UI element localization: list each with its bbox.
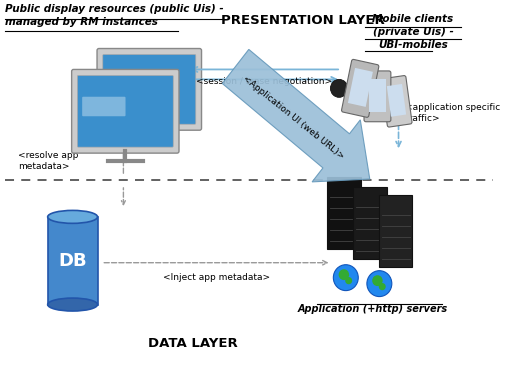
Bar [379,195,413,267]
FancyBboxPatch shape [103,55,196,124]
Text: <Application UI (web URL)>: <Application UI (web URL)> [241,74,346,161]
Circle shape [345,277,352,284]
FancyBboxPatch shape [77,75,173,147]
Text: Public display resources (public Uis) -
managed by RM instances: Public display resources (public Uis) - … [6,4,224,27]
Circle shape [331,79,348,97]
Text: <resolve app
metadata>: <resolve app metadata> [18,151,78,171]
Text: PRESENTATION LAYER: PRESENTATION LAYER [221,14,385,27]
Circle shape [372,275,383,286]
FancyBboxPatch shape [82,97,126,116]
Text: Mobile clients
(private Uis) -
UBI-mobiles: Mobile clients (private Uis) - UBI-mobil… [372,14,454,50]
FancyBboxPatch shape [364,71,391,122]
Bar [387,84,406,117]
Text: Application (+http) servers: Application (+http) servers [297,303,448,313]
FancyBboxPatch shape [342,59,379,117]
Ellipse shape [48,210,98,223]
Bar [348,68,373,107]
Bar [353,187,387,259]
Text: <Inject app metadata>: <Inject app metadata> [163,273,270,282]
Circle shape [333,265,358,290]
Text: <application specific
traffic>: <application specific traffic> [405,103,500,123]
Circle shape [339,269,349,280]
Circle shape [367,271,392,296]
Circle shape [379,283,386,290]
Bar [48,217,98,305]
Bar [369,79,386,112]
Circle shape [356,95,371,111]
Bar [327,177,361,249]
Text: <session / lease negotiation>: <session / lease negotiation> [196,78,332,86]
Text: DATA LAYER: DATA LAYER [147,337,237,350]
Ellipse shape [48,298,98,311]
FancyBboxPatch shape [97,49,201,130]
Text: DB: DB [58,252,87,270]
FancyBboxPatch shape [72,69,179,153]
Polygon shape [222,49,370,182]
FancyBboxPatch shape [381,76,412,127]
FancyBboxPatch shape [107,75,150,94]
